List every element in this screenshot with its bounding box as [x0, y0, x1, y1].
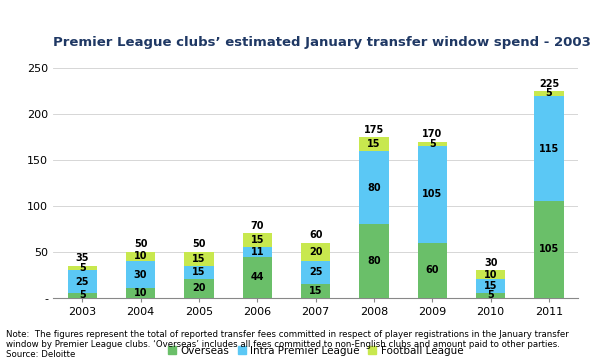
Bar — [242, 257, 272, 298]
Bar — [535, 201, 563, 298]
Text: 70: 70 — [251, 221, 264, 231]
Bar — [184, 252, 214, 266]
Bar — [535, 96, 563, 201]
Text: 170: 170 — [422, 129, 442, 139]
Text: 5: 5 — [429, 139, 435, 149]
Text: 15: 15 — [367, 139, 381, 149]
Text: 15: 15 — [192, 268, 206, 277]
Text: 20: 20 — [309, 247, 322, 257]
Text: 225: 225 — [539, 79, 559, 89]
Legend: Overseas, Intra Premier League, Football League: Overseas, Intra Premier League, Football… — [164, 342, 467, 360]
Bar — [301, 242, 330, 261]
Bar — [301, 261, 330, 284]
Text: 15: 15 — [484, 281, 497, 291]
Bar — [301, 284, 330, 298]
Bar — [476, 279, 505, 293]
Text: 25: 25 — [309, 268, 322, 277]
Text: 5: 5 — [79, 290, 86, 300]
Bar — [359, 137, 389, 151]
Bar — [126, 261, 155, 289]
Bar — [418, 242, 447, 298]
Text: 10: 10 — [134, 288, 148, 298]
Text: 11: 11 — [251, 247, 264, 257]
Text: 30: 30 — [484, 258, 497, 268]
Bar — [359, 224, 389, 298]
Text: 5: 5 — [79, 263, 86, 273]
Bar — [476, 293, 505, 298]
Text: 44: 44 — [251, 273, 264, 282]
Text: 60: 60 — [425, 265, 439, 275]
Text: 30: 30 — [134, 270, 148, 280]
Text: 80: 80 — [367, 256, 381, 266]
Text: 15: 15 — [309, 286, 322, 296]
Text: 15: 15 — [251, 235, 264, 245]
Text: 10: 10 — [134, 251, 148, 261]
Bar — [359, 151, 389, 224]
Text: Premier League clubs’ estimated January transfer window spend - 2003 to 2011 (£m: Premier League clubs’ estimated January … — [53, 36, 590, 49]
Text: 105: 105 — [422, 189, 442, 199]
Text: 115: 115 — [539, 143, 559, 154]
Text: 80: 80 — [367, 183, 381, 192]
Text: 60: 60 — [309, 230, 322, 240]
Text: 25: 25 — [76, 277, 89, 287]
Bar — [242, 247, 272, 257]
Bar — [476, 270, 505, 279]
Bar — [184, 279, 214, 298]
Text: 5: 5 — [546, 89, 552, 98]
Bar — [68, 293, 97, 298]
Text: 15: 15 — [192, 254, 206, 264]
Text: 10: 10 — [484, 270, 497, 280]
Bar — [184, 266, 214, 279]
Bar — [242, 233, 272, 247]
Text: 50: 50 — [134, 240, 148, 249]
Bar — [126, 252, 155, 261]
Text: 175: 175 — [364, 125, 384, 135]
Text: 5: 5 — [487, 290, 494, 300]
Text: 35: 35 — [76, 253, 89, 263]
Bar — [68, 270, 97, 293]
Bar — [68, 266, 97, 270]
Text: 50: 50 — [192, 240, 206, 249]
Text: 105: 105 — [539, 244, 559, 254]
Bar — [126, 289, 155, 298]
Bar — [418, 142, 447, 146]
Text: 20: 20 — [192, 284, 206, 293]
Bar — [418, 146, 447, 242]
Bar — [535, 91, 563, 96]
Text: Note:  The figures represent the total of reported transfer fees committed in re: Note: The figures represent the total of… — [6, 330, 569, 359]
